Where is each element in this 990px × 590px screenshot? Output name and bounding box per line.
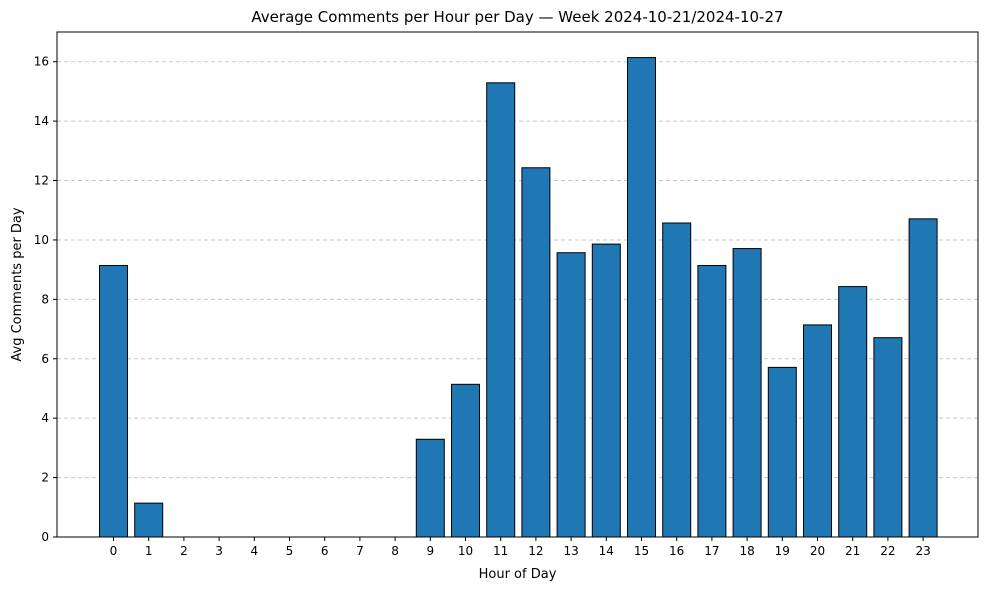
x-tick-label: 11 <box>493 544 508 558</box>
x-axis-ticks: 0 1 2 3 4 5 6 7 8 9 10 11 12 13 14 15 16 17 18 19 20 21 22 23 <box>110 537 931 558</box>
x-tick-label: 22 <box>880 544 895 558</box>
y-tick-label: 0 <box>41 530 49 544</box>
x-tick-label: 14 <box>599 544 614 558</box>
y-tick-label: 6 <box>41 352 49 366</box>
x-tick-label: 9 <box>426 544 434 558</box>
x-tick-label: 17 <box>704 544 719 558</box>
x-tick-label: 8 <box>391 544 399 558</box>
x-tick-label: 6 <box>321 544 329 558</box>
bar-hour-13 <box>556 252 586 538</box>
x-tick-label: 21 <box>845 544 860 558</box>
bar-hour-1 <box>134 502 164 538</box>
y-tick-label: 10 <box>34 233 49 247</box>
x-tick-label: 1 <box>145 544 153 558</box>
bar-hour-21 <box>838 286 868 538</box>
x-tick-label: 16 <box>669 544 684 558</box>
bar-hour-23 <box>908 218 938 538</box>
x-tick-label: 0 <box>110 544 118 558</box>
bar-hour-0 <box>99 264 128 538</box>
y-tick-label: 14 <box>34 114 49 128</box>
x-tick-label: 3 <box>215 544 223 558</box>
bar-hour-11 <box>486 82 516 538</box>
bar-hour-15 <box>627 57 656 538</box>
x-tick-label: 7 <box>356 544 364 558</box>
bars <box>99 57 938 538</box>
x-tick-label: 19 <box>775 544 790 558</box>
bar-hour-17 <box>697 264 727 538</box>
bar-hour-18 <box>732 248 762 538</box>
bar-hour-9 <box>415 438 445 538</box>
bar-hour-10 <box>451 383 480 538</box>
y-tick-label: 8 <box>41 292 49 306</box>
bar-hour-12 <box>521 167 551 538</box>
x-tick-label: 10 <box>458 544 473 558</box>
x-axis-label: Hour of Day <box>479 567 557 582</box>
y-tick-label: 2 <box>41 471 49 485</box>
bar-hour-22 <box>873 337 903 538</box>
bar-hour-16 <box>662 222 692 538</box>
bar-hour-20 <box>803 324 832 538</box>
y-tick-label: 16 <box>34 55 49 69</box>
x-tick-label: 23 <box>915 544 930 558</box>
plot-frame <box>56 31 979 538</box>
bar-hour-14 <box>591 243 621 538</box>
x-tick-label: 15 <box>634 544 649 558</box>
x-tick-label: 13 <box>563 544 578 558</box>
x-tick-label: 12 <box>528 544 543 558</box>
chart-title: Average Comments per Hour per Day — Week… <box>251 8 783 26</box>
y-tick-label: 4 <box>41 411 49 425</box>
x-tick-label: 18 <box>739 544 754 558</box>
x-tick-label: 5 <box>286 544 294 558</box>
y-tick-label: 12 <box>34 174 49 188</box>
x-tick-label: 2 <box>180 544 188 558</box>
x-tick-label: 4 <box>250 544 258 558</box>
x-tick-label: 20 <box>810 544 825 558</box>
y-axis-ticks: 0 2 4 6 8 10 12 14 16 <box>34 55 57 544</box>
y-axis-label: Avg Comments per Day <box>10 207 25 362</box>
bar-hour-19 <box>767 366 797 538</box>
